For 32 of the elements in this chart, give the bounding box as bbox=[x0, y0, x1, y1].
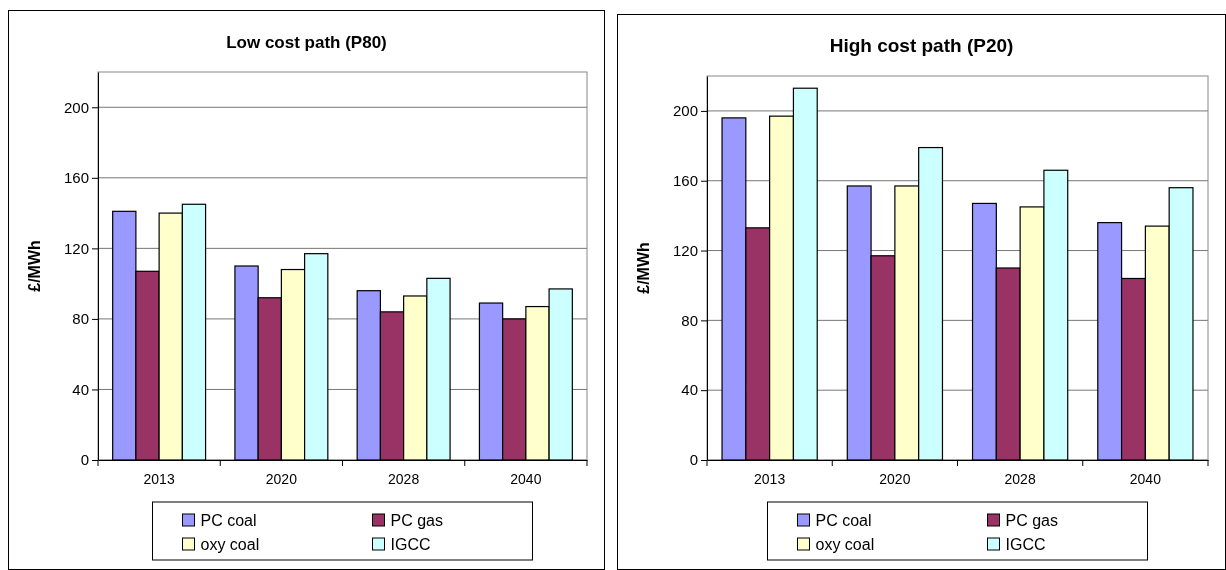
x-tick-label: 2020 bbox=[265, 470, 298, 487]
y-axis-title: £/MWh bbox=[26, 240, 43, 292]
legend-label: PC coal bbox=[200, 512, 257, 529]
y-tick-label: 160 bbox=[63, 169, 89, 187]
y-tick-label: 120 bbox=[672, 241, 698, 259]
y-tick-label: 160 bbox=[672, 172, 698, 190]
y-tick-label: 0 bbox=[80, 451, 89, 469]
legend-label: PC coal bbox=[815, 512, 872, 529]
x-tick-label: 2013 bbox=[143, 470, 175, 487]
y-tick-label: 200 bbox=[672, 102, 698, 120]
x-tick-label: 2028 bbox=[1004, 470, 1036, 487]
legend-label: oxy coal bbox=[200, 536, 260, 553]
x-tick-label: 2040 bbox=[510, 470, 542, 487]
y-tick-label: 0 bbox=[689, 451, 698, 469]
chart-title: High cost path (P20) bbox=[829, 35, 1014, 56]
y-tick-label: 40 bbox=[72, 380, 89, 398]
y-tick-label: 120 bbox=[63, 239, 89, 257]
x-tick-label: 2013 bbox=[754, 470, 786, 487]
x-tick-label: 2028 bbox=[388, 470, 420, 487]
chart-title: Low cost path (P80) bbox=[226, 33, 387, 52]
y-tick-label: 40 bbox=[681, 381, 698, 399]
y-tick-label: 80 bbox=[681, 311, 698, 329]
legend-label: IGCC bbox=[390, 536, 431, 553]
x-tick-label: 2040 bbox=[1129, 470, 1162, 487]
y-tick-label: 200 bbox=[63, 98, 89, 116]
legend-label: IGCC bbox=[1005, 536, 1046, 553]
y-tick-label: 80 bbox=[72, 310, 89, 328]
legend-label: PC gas bbox=[390, 512, 443, 529]
legend-label: PC gas bbox=[1005, 512, 1058, 529]
x-tick-label: 2020 bbox=[879, 470, 911, 487]
legend-label: oxy coal bbox=[815, 536, 875, 553]
y-axis-title: £/MWh bbox=[635, 242, 652, 294]
